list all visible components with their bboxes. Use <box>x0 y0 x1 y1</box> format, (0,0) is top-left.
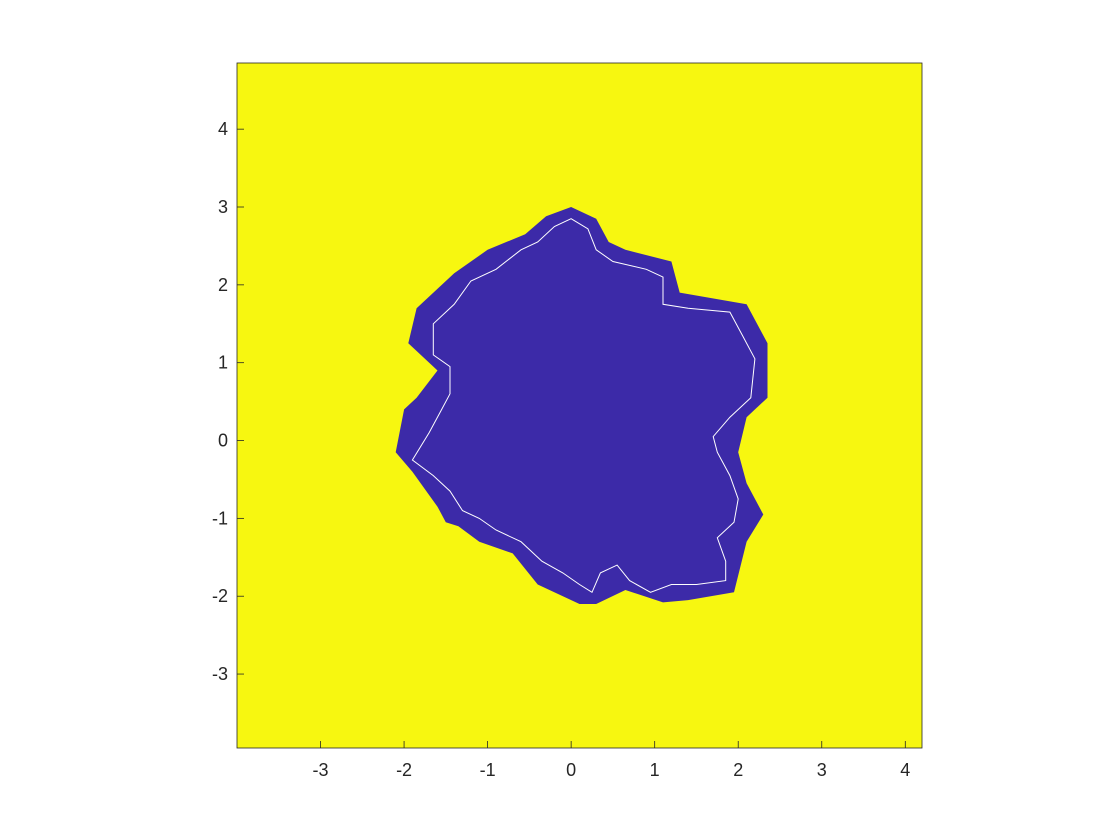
x-axis: -3 -2 -1 0 1 2 3 4 <box>313 741 910 780</box>
contour-line <box>411 218 756 594</box>
x-tick-label: 0 <box>566 760 576 780</box>
plot-frame <box>236 62 923 749</box>
y-tick-label: 1 <box>218 353 228 373</box>
y-tick-label: -3 <box>212 664 228 684</box>
y-tick-label: -1 <box>212 508 228 528</box>
x-tick-label: -1 <box>480 760 496 780</box>
y-tick-label: -2 <box>212 586 228 606</box>
x-tick-label: 4 <box>900 760 910 780</box>
y-tick-label: 3 <box>218 197 228 217</box>
y-axis: 4 3 2 1 0 -1 -2 -3 <box>212 119 244 684</box>
y-tick-label: 0 <box>218 431 228 451</box>
x-tick-label: 3 <box>817 760 827 780</box>
x-tick-label: 1 <box>650 760 660 780</box>
y-tick-label: 4 <box>218 119 228 139</box>
x-tick-label: -3 <box>313 760 329 780</box>
y-tick-label: 2 <box>218 275 228 295</box>
x-tick-label: -2 <box>396 760 412 780</box>
x-tick-label: 2 <box>733 760 743 780</box>
